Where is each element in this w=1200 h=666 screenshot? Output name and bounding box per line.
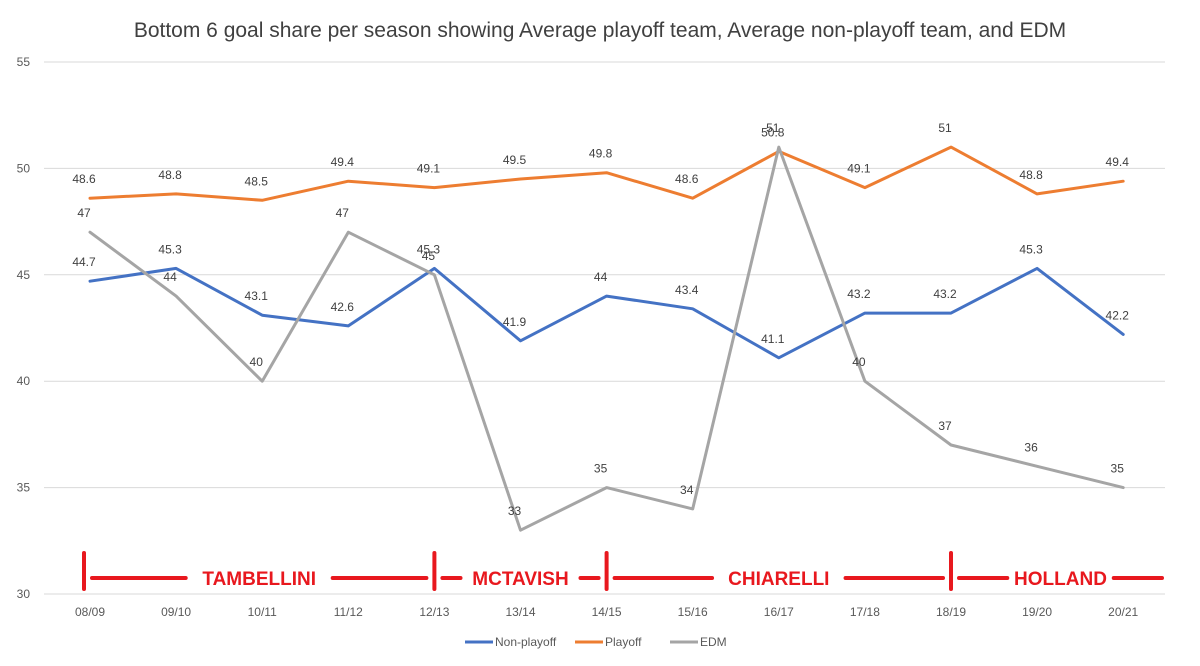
legend-label: Non-playoff xyxy=(495,635,557,649)
data-label: 49.1 xyxy=(847,162,871,176)
data-label: 49.1 xyxy=(417,162,441,176)
era-label: TAMBELLINI xyxy=(202,569,316,590)
data-label: 44 xyxy=(163,270,177,284)
data-label: 45 xyxy=(422,249,436,263)
data-label: 40 xyxy=(852,355,866,369)
data-label: 47 xyxy=(77,206,91,220)
data-label: 45.3 xyxy=(1019,242,1043,256)
data-labels: 44.7 45.3 43.1 42.6 45.3 41.9 44 43.4 41.1 43.2 43… xyxy=(72,121,1129,518)
legend-label: Playoff xyxy=(605,635,642,649)
x-tick-label: 18/19 xyxy=(936,605,966,619)
data-label: 48.6 xyxy=(675,172,699,186)
data-label: 34 xyxy=(680,483,694,497)
x-tick-label: 11/12 xyxy=(334,605,363,619)
data-label: 45.3 xyxy=(417,242,441,256)
x-axis-ticks: 08/09 09/10 10/11 11/12 12/13 13/14 14/15 15/16… xyxy=(75,605,1139,619)
data-label: 36 xyxy=(1024,440,1038,454)
y-tick-label: 30 xyxy=(17,587,31,601)
series-line-playoff xyxy=(88,145,1125,202)
chart-title: Bottom 6 goal share per season showing A… xyxy=(134,19,1066,42)
y-tick-label: 50 xyxy=(17,161,31,175)
data-label: 42.2 xyxy=(1106,308,1130,322)
data-label: 49.8 xyxy=(589,147,613,161)
data-label: 44.7 xyxy=(72,255,96,269)
y-tick-label: 55 xyxy=(17,55,31,69)
x-tick-label: 14/15 xyxy=(592,605,622,619)
x-tick-label: 15/16 xyxy=(678,605,708,619)
gridlines xyxy=(44,61,1165,595)
legend: Non-playoff Playoff EDM xyxy=(465,635,727,649)
data-label: 47 xyxy=(336,206,350,220)
data-label: 48.8 xyxy=(158,168,182,182)
legend-label: EDM xyxy=(700,635,727,649)
x-tick-label: 20/21 xyxy=(1108,605,1138,619)
x-tick-label: 08/09 xyxy=(75,605,105,619)
data-label: 48.6 xyxy=(72,172,96,186)
data-label: 43.2 xyxy=(933,287,957,301)
y-tick-label: 45 xyxy=(17,268,31,282)
data-label: 49.4 xyxy=(1106,155,1130,169)
data-label: 33 xyxy=(508,504,522,518)
era-label: MCTAVISH xyxy=(472,569,568,590)
x-tick-label: 16/17 xyxy=(764,605,794,619)
era-label: HOLLAND xyxy=(1014,569,1107,590)
data-label: 41.9 xyxy=(503,315,527,329)
series-line-edm xyxy=(88,145,1125,532)
x-tick-label: 19/20 xyxy=(1022,605,1052,619)
data-label: 50.8 xyxy=(761,125,785,139)
y-tick-label: 40 xyxy=(17,374,31,388)
data-label: 41.1 xyxy=(761,332,785,346)
series-line-non-playoff xyxy=(88,266,1125,360)
x-tick-label: 09/10 xyxy=(161,605,191,619)
data-label: 42.6 xyxy=(331,300,355,314)
data-label: 48.5 xyxy=(245,174,269,188)
data-label: 43.2 xyxy=(847,287,871,301)
data-label: 43.4 xyxy=(675,283,699,297)
data-label: 44 xyxy=(594,270,608,284)
series-lines xyxy=(88,145,1125,532)
era-annotations: TAMBELLINI MCTAVISH CHIARELLI HOLLAND xyxy=(82,551,1164,591)
x-tick-label: 17/18 xyxy=(850,605,880,619)
data-label: 37 xyxy=(938,419,952,433)
y-axis-ticks: 30 35 40 45 50 55 xyxy=(17,55,31,601)
x-tick-label: 12/13 xyxy=(419,605,449,619)
data-label: 43.1 xyxy=(245,289,269,303)
data-label: 35 xyxy=(594,462,608,476)
data-label: 51 xyxy=(766,121,780,135)
data-label: 35 xyxy=(1111,462,1125,476)
x-tick-label: 13/14 xyxy=(505,605,535,619)
x-tick-label: 10/11 xyxy=(248,605,277,619)
data-label: 48.8 xyxy=(1019,168,1043,182)
data-label: 45.3 xyxy=(158,242,182,256)
data-label: 51 xyxy=(938,121,952,135)
y-tick-label: 35 xyxy=(17,481,31,495)
data-label: 40 xyxy=(250,355,264,369)
era-label: CHIARELLI xyxy=(728,569,829,590)
data-label: 49.4 xyxy=(331,155,355,169)
data-label: 49.5 xyxy=(503,153,527,167)
